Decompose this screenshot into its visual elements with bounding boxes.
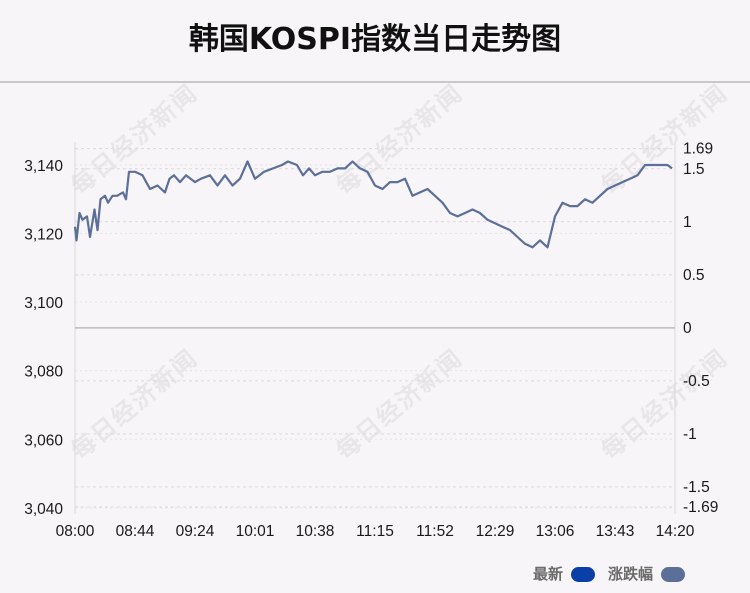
y-right-tick-label: 1.69	[683, 141, 713, 158]
y-right-tick-label: 1.5	[683, 161, 705, 178]
y-left-tick-label: 3,060	[24, 432, 63, 449]
x-tick-label: 12:29	[476, 523, 515, 540]
y-right-tick-label: -1.5	[683, 479, 710, 496]
x-tick-label: 11:15	[356, 523, 394, 540]
x-tick-label: 08:44	[116, 523, 155, 540]
y-left-tick-label: 3,140	[24, 158, 63, 175]
legend-change: 涨跌幅	[608, 563, 686, 584]
x-tick-label: 13:43	[596, 523, 635, 540]
x-tick-label: 10:01	[236, 523, 275, 540]
x-tick-label: 09:24	[176, 523, 215, 540]
y-left-tick-label: 3,040	[24, 501, 63, 518]
title-divider	[0, 81, 750, 83]
legend-change-label: 涨跌幅	[608, 565, 654, 583]
legend-change-swatch	[661, 567, 686, 582]
y-right-tick-label: -1	[683, 426, 697, 443]
chart-title: 韩国KOSPI指数当日走势图	[188, 22, 562, 57]
y-left-tick-label: 3,100	[24, 295, 63, 312]
y-right-tick-label: 1	[683, 214, 692, 231]
x-tick-label: 14:20	[656, 523, 695, 540]
legend-latest-label: 最新	[533, 565, 564, 583]
y-right-tick-label: -0.5	[683, 373, 710, 390]
y-left-tick-label: 3,080	[24, 364, 63, 381]
legend-latest: 最新	[533, 563, 596, 584]
legend-latest-swatch	[571, 567, 596, 582]
x-tick-label: 11:52	[416, 523, 454, 540]
x-tick-label: 08:00	[56, 523, 95, 540]
y-right-tick-label: -1.69	[683, 499, 718, 516]
y-right-tick-label: 0	[683, 320, 692, 337]
series-line	[73, 160, 673, 249]
x-tick-label: 13:06	[536, 523, 575, 540]
y-right-tick-label: 0.5	[683, 267, 705, 284]
y-left-tick-label: 3,120	[24, 227, 63, 244]
x-tick-label: 10:38	[296, 523, 335, 540]
